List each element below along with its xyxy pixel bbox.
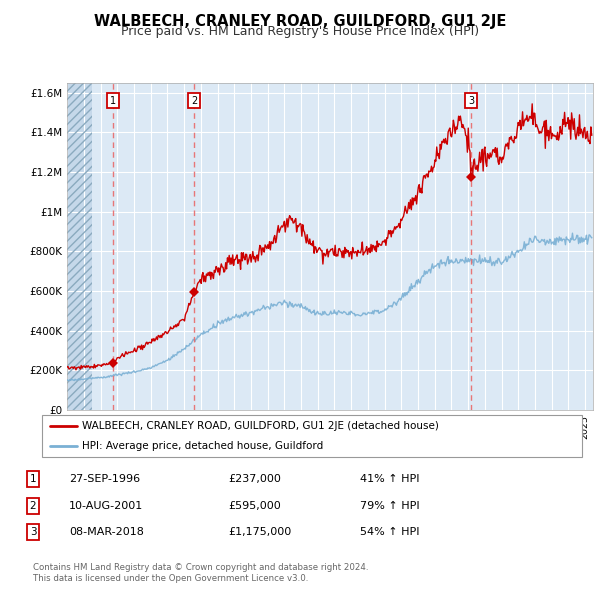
Text: HPI: Average price, detached house, Guildford: HPI: Average price, detached house, Guil… [83, 441, 324, 451]
Text: WALBEECH, CRANLEY ROAD, GUILDFORD, GU1 2JE: WALBEECH, CRANLEY ROAD, GUILDFORD, GU1 2… [94, 14, 506, 29]
FancyBboxPatch shape [42, 415, 582, 457]
Text: £595,000: £595,000 [228, 501, 281, 510]
Text: 54% ↑ HPI: 54% ↑ HPI [360, 527, 419, 537]
Text: WALBEECH, CRANLEY ROAD, GUILDFORD, GU1 2JE (detached house): WALBEECH, CRANLEY ROAD, GUILDFORD, GU1 2… [83, 421, 439, 431]
Text: 08-MAR-2018: 08-MAR-2018 [69, 527, 144, 537]
Text: Price paid vs. HM Land Registry's House Price Index (HPI): Price paid vs. HM Land Registry's House … [121, 25, 479, 38]
Text: 2: 2 [191, 96, 197, 106]
Text: 79% ↑ HPI: 79% ↑ HPI [360, 501, 419, 510]
Text: 1: 1 [110, 96, 116, 106]
Text: 2: 2 [29, 501, 37, 510]
Text: 3: 3 [468, 96, 474, 106]
Text: Contains HM Land Registry data © Crown copyright and database right 2024.
This d: Contains HM Land Registry data © Crown c… [33, 563, 368, 583]
Text: 10-AUG-2001: 10-AUG-2001 [69, 501, 143, 510]
Text: 27-SEP-1996: 27-SEP-1996 [69, 474, 140, 484]
Bar [67, 83, 92, 410]
Bar [67, 83, 92, 410]
Text: £237,000: £237,000 [228, 474, 281, 484]
Text: 3: 3 [29, 527, 37, 537]
Text: 1: 1 [29, 474, 37, 484]
Text: 41% ↑ HPI: 41% ↑ HPI [360, 474, 419, 484]
Text: £1,175,000: £1,175,000 [228, 527, 291, 537]
